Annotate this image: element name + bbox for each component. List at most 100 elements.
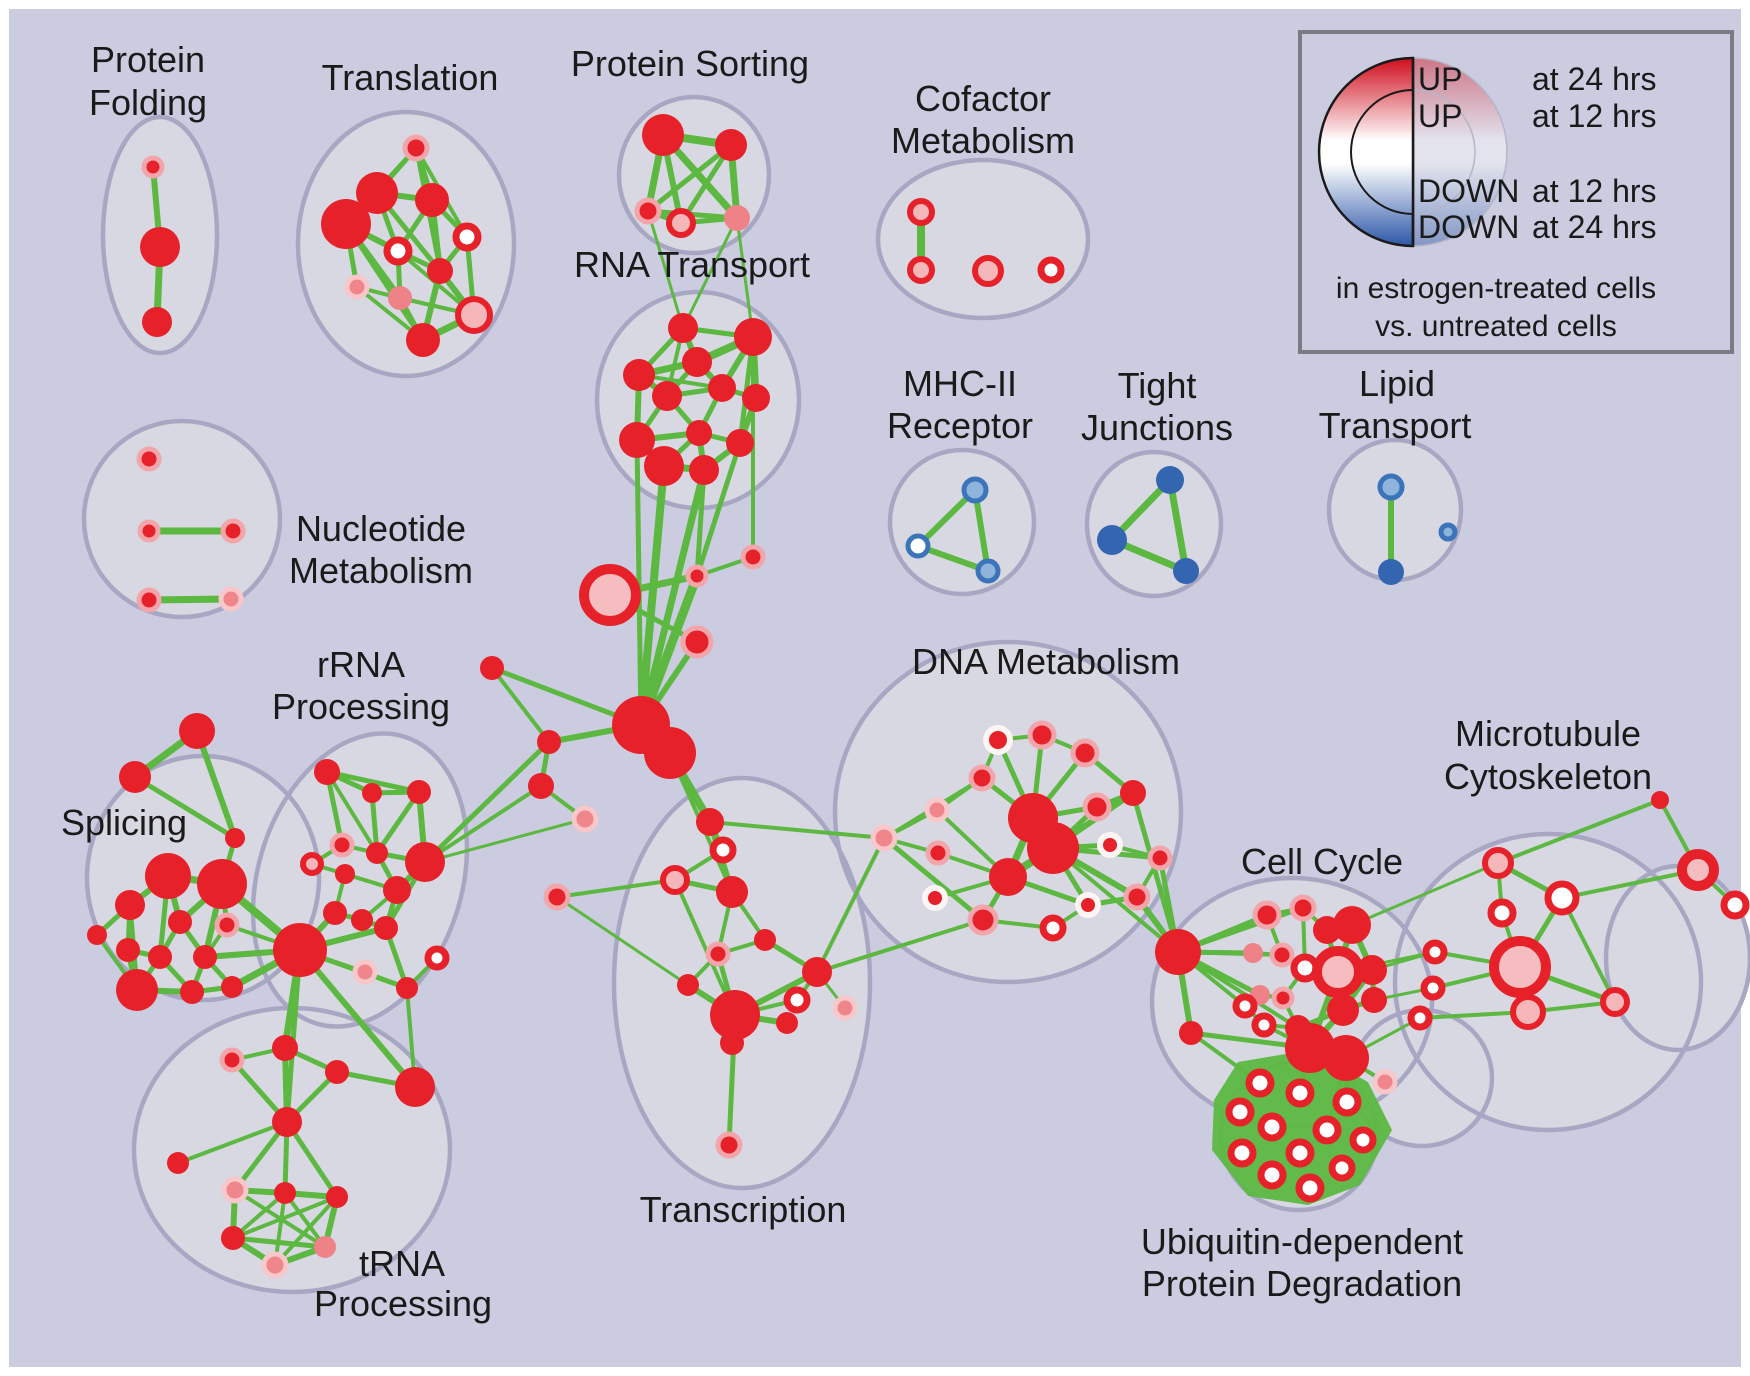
edge-ps2-ps3 bbox=[645, 142, 734, 214]
edge-tx3-tx5 bbox=[555, 878, 677, 899]
gene-node-h2 bbox=[274, 1182, 296, 1204]
gene-node-mt2 bbox=[1544, 880, 1580, 916]
cluster-label-protein-folding-line1: Folding bbox=[89, 82, 207, 123]
legend-row3-time: at 12 hrs bbox=[1532, 173, 1657, 209]
edge-d9-cy bbox=[1051, 846, 1180, 954]
edge-bn-d15 bbox=[881, 835, 986, 923]
cluster-label-nucleotide-metabolism-line1: Metabolism bbox=[289, 550, 473, 591]
gene-node-rt7 bbox=[742, 384, 770, 412]
edge-r1-r3 bbox=[324, 769, 422, 795]
gene-node-s8 bbox=[148, 945, 172, 969]
edge-tj1-tj3 bbox=[1166, 476, 1190, 575]
edge-tx1-bn bbox=[708, 820, 886, 840]
cluster-label-lipid-transport-line0: Lipid bbox=[1359, 363, 1435, 404]
gene-node-tx8 bbox=[677, 974, 699, 996]
cluster-label-microtubule-cytoskeleton-line0: Microtubule bbox=[1455, 713, 1641, 754]
gene-node-r11 bbox=[351, 909, 373, 931]
gene-node-ps1 bbox=[642, 114, 684, 156]
gene-node-r7 bbox=[335, 864, 355, 884]
gene-node-u4 bbox=[1225, 1097, 1255, 1127]
gene-node-d2 bbox=[1027, 720, 1057, 750]
gene-node-c4 bbox=[1333, 906, 1371, 944]
gene-node-cy bbox=[1155, 929, 1201, 975]
gene-node-rt4 bbox=[682, 347, 712, 377]
edge-c4-mt1 bbox=[1350, 861, 1500, 927]
gene-node-cf2 bbox=[907, 256, 935, 284]
cluster-outline-cofactor-metabolism bbox=[875, 157, 1091, 321]
gene-node-r5 bbox=[300, 852, 324, 876]
gene-node-sa2 bbox=[528, 773, 554, 799]
gene-node-s7 bbox=[87, 925, 107, 945]
gene-node-c9 bbox=[1357, 955, 1387, 985]
gene-node-r1 bbox=[314, 759, 340, 785]
edge-h3-h4 bbox=[231, 1195, 339, 1240]
edge-ps5-rt1 bbox=[681, 216, 739, 330]
gene-node-m1 bbox=[961, 476, 989, 504]
cluster-label-rna-transport-line0: RNA Transport bbox=[574, 244, 810, 285]
gene-node-tr3 bbox=[225, 828, 245, 848]
gene-node-tj1 bbox=[1156, 466, 1184, 494]
gene-node-mt9 bbox=[1407, 1005, 1433, 1031]
gene-node-d1 bbox=[983, 725, 1013, 755]
legend-row4-direction: DOWN bbox=[1418, 209, 1519, 245]
gene-node-tr1 bbox=[179, 713, 215, 749]
gene-node-r14 bbox=[352, 959, 378, 985]
edge-rt12-hub1 bbox=[637, 466, 708, 729]
edge-tr2-tr3 bbox=[132, 774, 238, 841]
edge-mt1-fr2 bbox=[1496, 798, 1662, 865]
gene-node-ps4 bbox=[666, 208, 696, 238]
gene-node-mt7 bbox=[1510, 994, 1546, 1030]
gene-node-c1 bbox=[1252, 900, 1282, 930]
gene-node-u6 bbox=[1312, 1115, 1342, 1145]
gene-node-d10 bbox=[989, 858, 1027, 896]
gene-node-fr2 bbox=[1651, 791, 1669, 809]
legend: UP at 24 hrs UP at 12 hrs DOWN at 12 hrs… bbox=[1298, 30, 1734, 354]
gene-node-pf3 bbox=[142, 307, 172, 337]
gene-node-ps5 bbox=[724, 205, 750, 231]
gene-node-tx14 bbox=[783, 986, 811, 1014]
cluster-area-nucleotide-metabolism bbox=[84, 421, 280, 617]
gene-node-d12 bbox=[1097, 832, 1123, 858]
cluster-label-cell-cycle-line0: Cell Cycle bbox=[1241, 841, 1403, 882]
gene-node-rt3 bbox=[623, 359, 655, 391]
gene-node-mt5 bbox=[1489, 936, 1551, 998]
cluster-label-cofactor-metabolism-line0: Cofactor bbox=[915, 78, 1051, 119]
cluster-label-trna-processing-line0: tRNA bbox=[359, 1243, 445, 1284]
gene-node-d13 bbox=[1147, 845, 1173, 871]
gene-node-fr1 bbox=[1677, 849, 1719, 891]
gene-node-r8 bbox=[405, 842, 445, 882]
legend-row1-time: at 24 hrs bbox=[1532, 61, 1657, 97]
gene-node-r13 bbox=[424, 945, 450, 971]
gene-node-tx2 bbox=[709, 836, 737, 864]
gene-node-r9 bbox=[383, 876, 411, 904]
gene-node-lp3 bbox=[1438, 522, 1458, 542]
gene-node-t8 bbox=[344, 274, 370, 300]
gene-node-tr2 bbox=[119, 761, 151, 793]
edge-r1-r6 bbox=[325, 770, 379, 855]
gene-node-r15 bbox=[396, 977, 418, 999]
gene-node-d15 bbox=[967, 904, 999, 936]
cluster-label-rrna-processing-line0: rRNA bbox=[317, 644, 405, 685]
gene-node-d14 bbox=[922, 885, 948, 911]
legend-row2-direction: UP bbox=[1418, 98, 1462, 134]
edge-sa2-r8 bbox=[423, 784, 543, 864]
gene-node-c15 bbox=[1327, 994, 1359, 1026]
edge-sa0-sa1 bbox=[490, 666, 551, 744]
gene-node-u1 bbox=[1245, 1068, 1275, 1098]
gene-node-mt3 bbox=[1487, 898, 1517, 928]
gene-node-t1 bbox=[402, 134, 430, 162]
gene-node-mt8 bbox=[1600, 987, 1630, 1017]
cluster-label-protein-folding-line0: Protein bbox=[91, 39, 205, 80]
gene-node-tx5 bbox=[543, 883, 571, 911]
gene-node-s10 bbox=[116, 969, 158, 1011]
gene-node-c18 bbox=[1179, 1021, 1203, 1045]
gene-node-rt1 bbox=[668, 313, 698, 343]
legend-note-line1: in estrogen-treated cells bbox=[1336, 272, 1656, 305]
gene-node-tx12 bbox=[720, 1031, 744, 1055]
gene-node-q2 bbox=[272, 1035, 298, 1061]
gene-node-t9 bbox=[388, 286, 412, 310]
cluster-label-tight-junctions-line0: Tight bbox=[1118, 365, 1197, 406]
gene-node-r4 bbox=[329, 832, 355, 858]
cluster-area-mhc-ii-receptor bbox=[890, 450, 1034, 594]
